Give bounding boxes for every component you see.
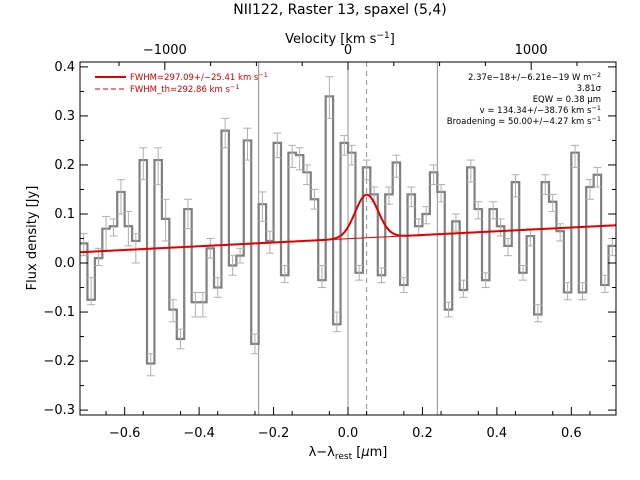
y-tick-label-1: −0.2 xyxy=(43,354,75,369)
legend-entry-solid: FWHM=297.09+/−25.41 km s−1 xyxy=(130,71,268,83)
x-tick-label-1: −0.4 xyxy=(183,426,215,441)
x-axis-label-lambda: λ−λ xyxy=(309,445,336,460)
legend-entry-dashed: FWHM_th=292.86 km s−1 xyxy=(130,83,239,95)
y-tick-label-6: 0.3 xyxy=(54,109,75,124)
chart-title: NII122, Raster 13, spaxel (5,4) xyxy=(233,2,446,18)
info-line-sup: −1 xyxy=(591,104,601,112)
info-line-text: 2.37e−18+/−6.21e−19 W m xyxy=(468,73,591,83)
top-tick-label-1: 0 xyxy=(344,43,352,58)
info-line-text: 3.81σ xyxy=(577,84,602,94)
plot-area: −0.6 −0.4 −0.2 0.0 0.2 0.4 0.6 −0.3 −0.2 −0.1 0.0 0… xyxy=(43,43,617,441)
top-tick-label-0: −1000 xyxy=(143,43,187,58)
x-tick-label-6: 0.6 xyxy=(561,426,582,441)
y-tick-label-0: −0.3 xyxy=(43,403,75,418)
axis-ticks: −0.6 −0.4 −0.2 0.0 0.2 0.4 0.6 −0.3 −0.2 −0.1 0.0 0… xyxy=(43,43,616,441)
info-line-0: 2.37e−18+/−6.21e−19 W m−2 xyxy=(468,71,601,83)
spectrum-histogram xyxy=(80,95,616,365)
x-tick-label-0: −0.6 xyxy=(109,426,141,441)
legend-entry-dashed-sup: −1 xyxy=(230,83,240,91)
info-line-3: v = 134.34+/−38.76 km s−1 xyxy=(480,104,601,116)
y-tick-label-7: 0.4 xyxy=(54,60,75,75)
top-axis-label-main: Velocity [km s xyxy=(285,32,377,47)
fit-lines xyxy=(79,193,617,254)
y-tick-label-3: 0.0 xyxy=(54,256,75,271)
info-line-text: v = 134.34+/−38.76 km s xyxy=(480,106,592,116)
y-tick-label-5: 0.2 xyxy=(54,158,75,173)
x-axis-label-open: [ xyxy=(352,445,361,460)
legend-entry-solid-text: FWHM=297.09+/−25.41 km s xyxy=(130,73,259,83)
legend-entry-dashed-text: FWHM_th=292.86 km s xyxy=(130,85,230,95)
legend-entry-solid-sup: −1 xyxy=(258,71,268,79)
y-tick-label-2: −0.1 xyxy=(43,305,75,320)
top-axis-label: Velocity [km s−1] xyxy=(285,31,395,47)
info-line-1: 3.81σ xyxy=(577,84,602,94)
spectrum-line xyxy=(80,95,616,365)
y-tick-label-4: 0.1 xyxy=(54,207,75,222)
gaussian-fit-line xyxy=(79,193,617,254)
x-axis-label-close: m] xyxy=(370,445,388,460)
error-bars xyxy=(79,76,617,377)
top-tick-label-2: 1000 xyxy=(515,43,548,58)
legend: FWHM=297.09+/−25.41 km s−1 FWHM_th=292.8… xyxy=(95,71,268,95)
x-tick-label-4: 0.2 xyxy=(412,426,433,441)
x-tick-label-5: 0.4 xyxy=(487,426,508,441)
top-axis-label-sup: −1 xyxy=(376,31,389,41)
x-tick-label-2: −0.2 xyxy=(258,426,290,441)
info-line-text: EQW = 0.38 μm xyxy=(533,95,601,105)
x-tick-label-3: 0.0 xyxy=(338,426,359,441)
info-line-text: Broadening = 50.00+/−4.27 km s xyxy=(447,117,592,127)
info-line-sup: −2 xyxy=(591,71,601,79)
x-axis-label: λ−λrest [μm] xyxy=(309,445,388,462)
top-axis-label-end: ] xyxy=(390,32,395,47)
y-axis-label: Flux density [Jy] xyxy=(25,186,40,291)
info-line-2: EQW = 0.38 μm xyxy=(533,95,601,105)
x-axis-label-mu: μ xyxy=(360,445,369,460)
info-line-4: Broadening = 50.00+/−4.27 km s−1 xyxy=(447,115,601,127)
info-line-sup: −1 xyxy=(591,115,601,123)
x-axis-label-sub: rest xyxy=(335,452,353,462)
